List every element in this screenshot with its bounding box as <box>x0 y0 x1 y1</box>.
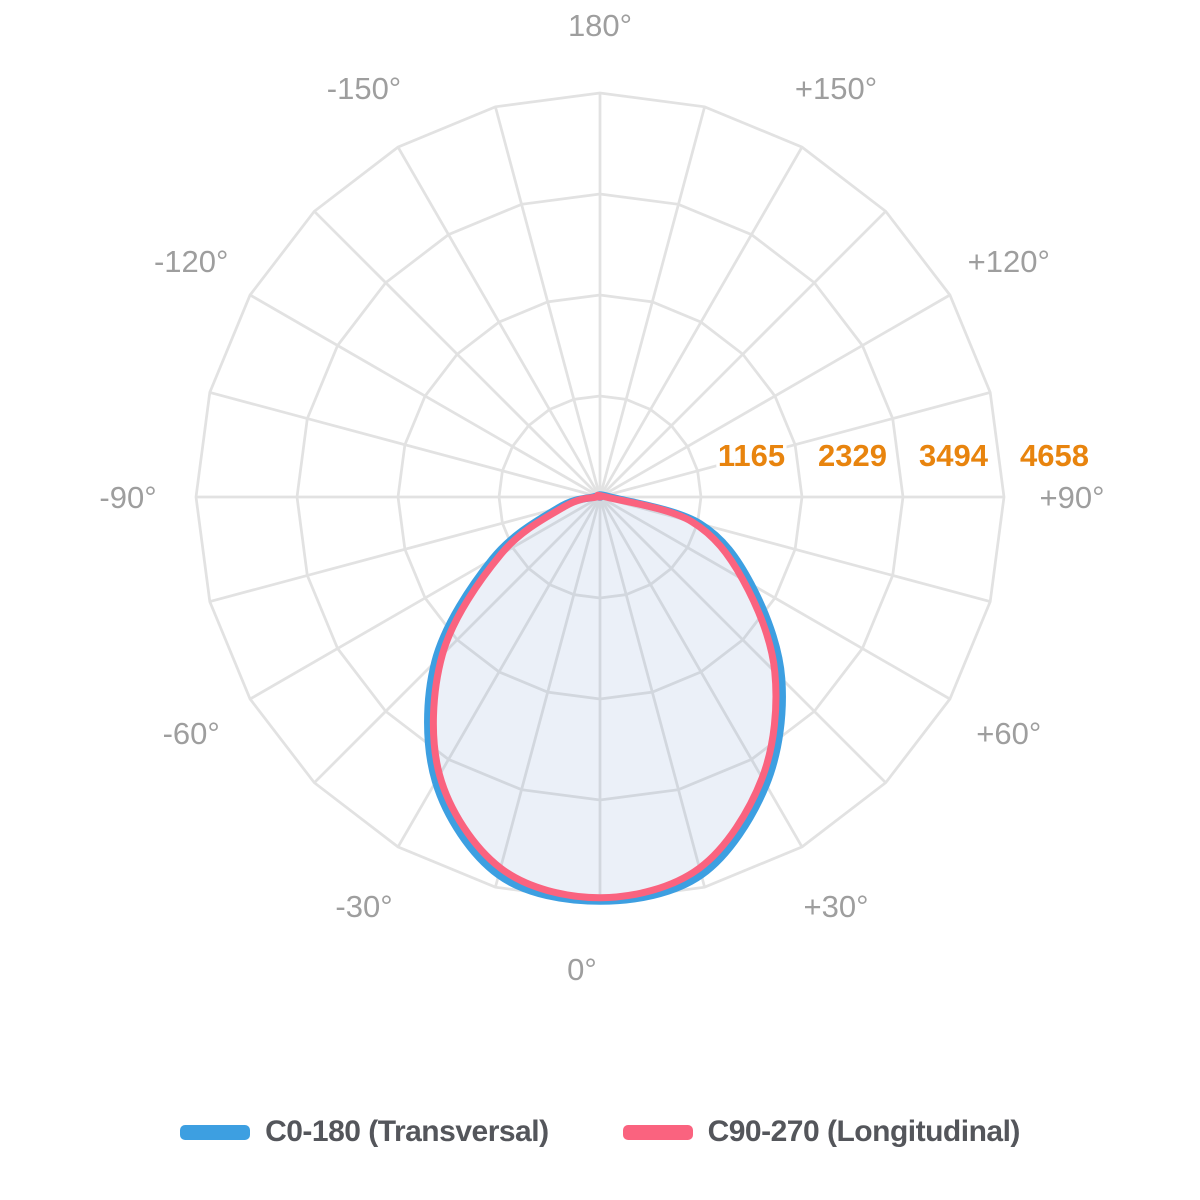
curve-c90-270 <box>429 491 780 902</box>
grid-spoke <box>494 496 602 888</box>
legend-item-c90-270[interactable]: C90-270 (Longitudinal) <box>622 1115 1021 1149</box>
angle-label--120: -120° <box>154 244 228 279</box>
series-curves <box>424 491 786 905</box>
angle-label-p30: +30° <box>804 889 869 924</box>
angle-label--150: -150° <box>327 71 401 106</box>
grid-spoke <box>598 106 706 498</box>
legend-label-c90-270: C90-270 (Longitudinal) <box>707 1115 1021 1148</box>
grid-spoke <box>249 293 601 499</box>
grid-spoke <box>599 391 991 499</box>
radial-tick-label: 1165 <box>718 438 785 473</box>
angle-label-180: 180° <box>568 8 632 43</box>
polar-grid <box>194 91 1006 903</box>
grid-spoke <box>599 210 887 498</box>
chart-legend: C0-180 (Transversal) C90-270 (Longitudina… <box>0 1102 1200 1162</box>
grid-spoke <box>598 496 706 888</box>
grid-spoke <box>313 496 601 784</box>
angle-label-p60: +60° <box>976 716 1041 751</box>
angle-labels: 0° +30° -30° +60° -60° +90° -90° +120° -120° +150… <box>99 8 1104 987</box>
grid-spoke <box>494 106 602 498</box>
grid-spoke <box>599 496 887 784</box>
grid-spoke <box>598 146 804 498</box>
grid-spoke <box>209 495 601 603</box>
grid-spoke <box>313 210 601 498</box>
grid-spoke <box>396 146 602 498</box>
grid-spoke <box>396 496 602 848</box>
legend-label-c0-180: C0-180 (Transversal) <box>265 1115 549 1148</box>
angle-label--60: -60° <box>163 716 220 751</box>
angle-label-0: 0° <box>567 952 597 987</box>
grid-spoke <box>599 495 951 701</box>
angle-label-p90: +90° <box>1040 480 1105 515</box>
radial-tick-labels: 1165 2329 3494 4658 <box>714 435 1092 477</box>
radial-tick-label: 2329 <box>818 438 887 473</box>
radial-tick-label: 4658 <box>1020 438 1089 473</box>
grid-spoke <box>599 495 991 603</box>
legend-swatch-c0-180 <box>180 1124 251 1140</box>
radial-tick-label: 3494 <box>919 438 989 473</box>
grid-spoke <box>209 391 601 499</box>
grid-spoke <box>599 293 951 499</box>
angle-label-p150: +150° <box>795 71 877 106</box>
legend-swatch-c90-270 <box>622 1124 693 1140</box>
grid-spoke <box>249 495 601 701</box>
angle-label--30: -30° <box>335 889 392 924</box>
legend-item-c0-180[interactable]: C0-180 (Transversal) <box>180 1115 549 1149</box>
angle-label--90: -90° <box>99 480 156 515</box>
angle-label-p120: +120° <box>968 244 1050 279</box>
